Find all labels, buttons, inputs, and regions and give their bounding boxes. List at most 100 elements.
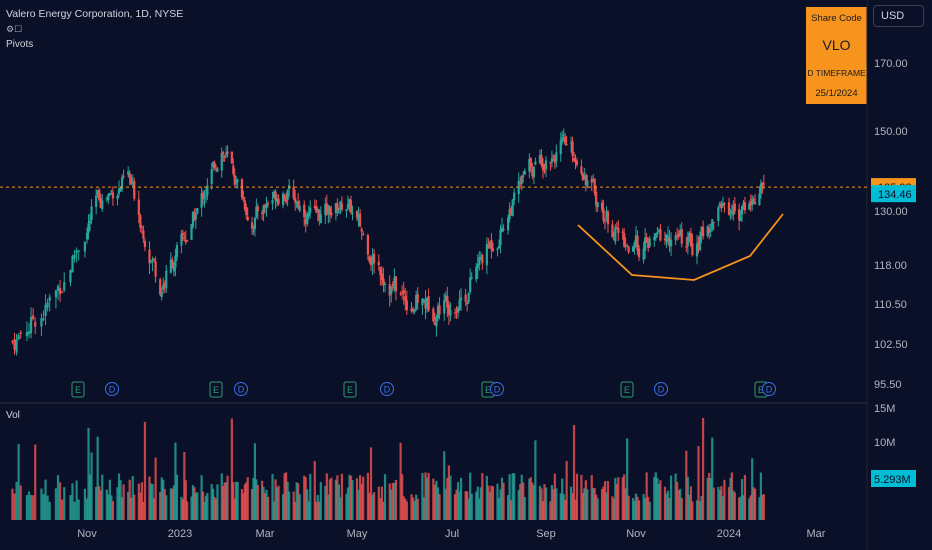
volume-bar — [69, 495, 72, 520]
candle-body — [633, 242, 636, 249]
volume-bar — [307, 501, 310, 520]
earnings-marker[interactable] — [209, 381, 223, 398]
volume-bar — [204, 495, 208, 520]
volume-bar — [297, 483, 300, 520]
candle-body — [339, 201, 342, 210]
volume-bar — [425, 477, 429, 520]
candle-body — [740, 206, 744, 215]
volume-bar — [152, 498, 156, 520]
candle-body — [58, 287, 62, 295]
volume-bar — [63, 487, 66, 520]
dividend-marker[interactable] — [762, 382, 776, 396]
volume-bar — [357, 489, 360, 520]
volume-bar — [520, 474, 523, 520]
volume-label[interactable]: Vol — [6, 410, 20, 421]
candle-body — [443, 300, 446, 314]
dividend-marker[interactable] — [654, 382, 668, 396]
candle-body — [733, 203, 736, 212]
earnings-marker[interactable] — [71, 381, 85, 398]
cup-pattern-line[interactable] — [577, 213, 784, 281]
candle-body — [656, 232, 659, 235]
candle-body — [459, 297, 463, 300]
volume-bar — [29, 494, 33, 520]
candle-body — [122, 175, 125, 177]
volume-bar — [470, 493, 473, 520]
volume-bar — [101, 474, 104, 520]
candle-body — [544, 160, 548, 170]
candle-body — [281, 193, 285, 206]
volume-bar — [288, 491, 291, 520]
volume-bar — [369, 447, 373, 520]
candle-body — [98, 189, 101, 201]
volume-bar — [723, 479, 726, 520]
volume-bar — [88, 474, 92, 520]
dividend-marker[interactable] — [380, 382, 394, 396]
volume-bar — [562, 494, 565, 520]
earnings-marker[interactable] — [343, 381, 357, 398]
earnings-marker[interactable] — [620, 381, 634, 398]
candle-body — [709, 229, 712, 232]
volume-bar — [261, 480, 264, 520]
volume-bar — [272, 501, 276, 520]
candle-body — [605, 211, 608, 220]
last-volume-label: 5.293M — [874, 474, 911, 486]
volume-bar — [553, 473, 556, 520]
candle-body — [127, 171, 130, 175]
volume-bar — [695, 500, 699, 520]
indicator-name[interactable]: Pivots — [6, 39, 34, 50]
candle-body — [593, 178, 596, 194]
volume-bar — [148, 476, 151, 520]
candle-body — [500, 227, 504, 233]
candle-body — [235, 179, 238, 184]
indicator-settings-icon[interactable]: ⚙☐ — [6, 24, 23, 34]
volume-bar — [761, 494, 764, 520]
candle-body — [510, 208, 513, 215]
volume-bar — [458, 491, 461, 520]
volume-bar — [697, 446, 700, 520]
earnings-marker-label: E — [213, 385, 219, 395]
volume-bar — [436, 487, 440, 520]
volume-bar — [274, 479, 277, 520]
dividend-marker[interactable] — [234, 382, 248, 396]
candle-body — [529, 157, 532, 169]
candle-body — [87, 223, 90, 233]
volume-bar — [383, 474, 387, 520]
candle-body — [561, 137, 564, 141]
volume-bar — [645, 472, 648, 520]
candle-body — [306, 214, 309, 225]
dividend-marker[interactable] — [490, 382, 504, 396]
volume-bar — [544, 487, 548, 520]
candle-body — [214, 168, 218, 170]
earnings-marker-label: E — [758, 385, 764, 395]
time-tick-label: Sep — [536, 528, 556, 540]
volume-bar — [131, 476, 134, 520]
dividend-marker[interactable] — [105, 382, 119, 396]
candle-body — [488, 242, 492, 248]
candle-body — [117, 188, 121, 194]
volume-bar — [130, 497, 133, 520]
candle-body — [762, 183, 765, 185]
currency-button[interactable]: USD — [873, 5, 924, 27]
volume-bar — [478, 498, 481, 520]
volume-bar — [371, 494, 374, 520]
volume-bar — [127, 491, 130, 520]
volume-bar — [612, 498, 615, 520]
volume-bar — [149, 483, 153, 520]
candle-body — [222, 152, 225, 154]
candle-body — [328, 207, 331, 215]
volume-bar — [222, 486, 225, 520]
candle-body — [256, 206, 259, 212]
candle-body — [476, 263, 479, 269]
candle-body — [513, 192, 516, 201]
candle-body — [250, 222, 254, 229]
volume-bar — [583, 488, 586, 520]
volume-bar — [561, 478, 564, 520]
volume-bar — [600, 488, 604, 520]
volume-bar — [603, 481, 607, 520]
candle-body — [181, 233, 184, 235]
volume-bar — [446, 477, 449, 520]
volume-bar — [54, 488, 58, 520]
candle-body — [645, 237, 648, 243]
candle-body — [128, 173, 131, 178]
